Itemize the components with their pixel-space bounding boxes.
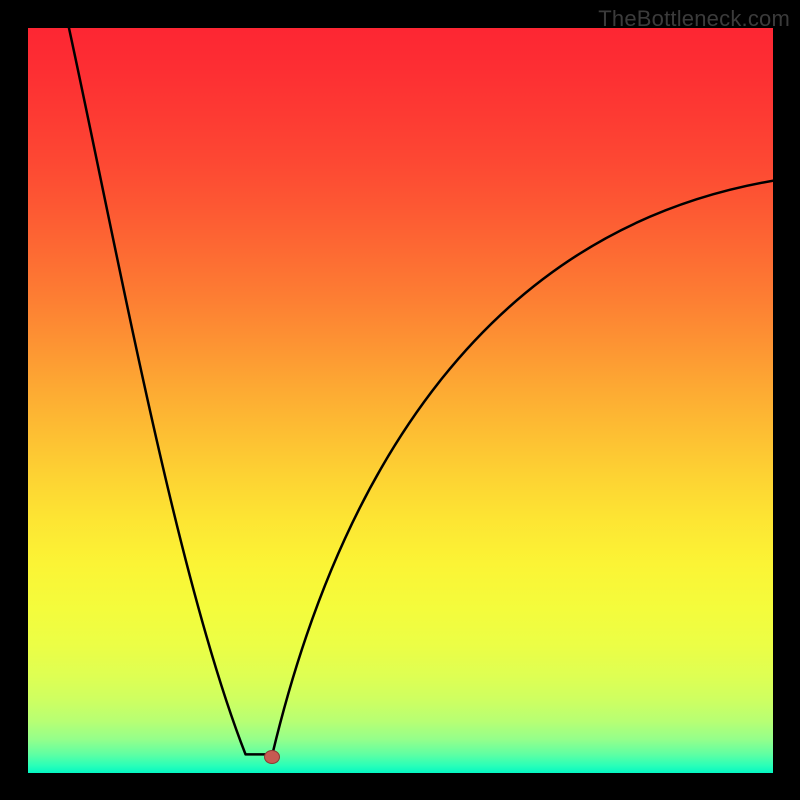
optimal-point-marker	[264, 750, 280, 764]
plot-area	[28, 28, 773, 773]
watermark-text: TheBottleneck.com	[598, 6, 790, 32]
bottleneck-curve	[28, 28, 773, 773]
